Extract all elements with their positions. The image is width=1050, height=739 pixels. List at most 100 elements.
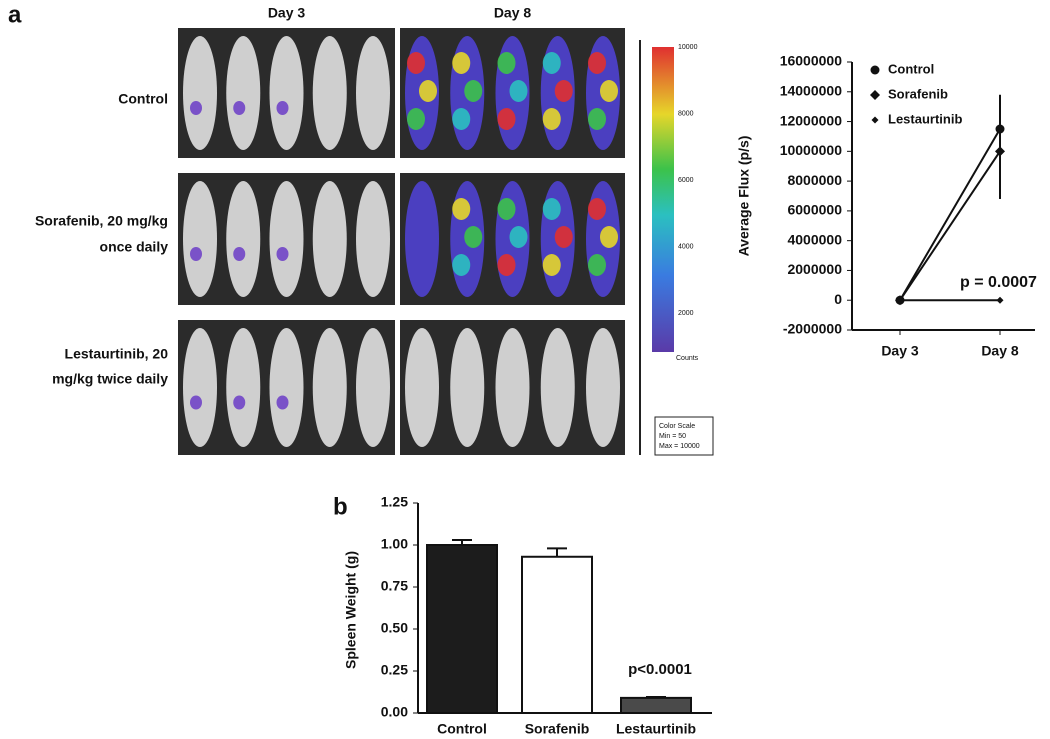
color-scale-tick-label: 2000: [678, 310, 694, 317]
mouse: [312, 36, 347, 150]
signal: [464, 80, 483, 102]
signal: [452, 198, 471, 220]
signal: [190, 101, 202, 115]
legend-marker: [871, 116, 879, 124]
line: [899, 128, 1001, 301]
row-label: mg/kg twice daily: [52, 371, 168, 387]
column-label: Day 8: [494, 5, 532, 21]
panel-label: a: [8, 1, 22, 28]
marker: [996, 296, 1004, 304]
signal: [407, 52, 425, 74]
mouse: [312, 328, 347, 447]
signal: [497, 198, 516, 220]
row-label: once daily: [100, 239, 169, 255]
y-tick-label: -2000000: [783, 321, 842, 337]
color-scale-tick-label: 8000: [678, 110, 694, 117]
signal: [190, 247, 202, 261]
row-label: Sorafenib, 20 mg/kg: [35, 213, 168, 229]
mouse: [356, 328, 390, 447]
x-tick-label: Control: [437, 721, 487, 737]
mouse: [226, 36, 261, 150]
legend-marker: [870, 65, 880, 75]
mouse: [226, 328, 261, 447]
y-tick-label: 2000000: [787, 261, 842, 277]
color-scale-tick-label: 10000: [678, 44, 698, 51]
signal: [588, 52, 606, 74]
signal: [588, 108, 606, 130]
signal: [276, 395, 289, 410]
annotation: p<0.0001: [628, 661, 692, 678]
mouse: [405, 328, 439, 447]
signal: [509, 80, 528, 102]
mouse: [269, 328, 304, 447]
mouse: [226, 181, 261, 297]
color-scale-box: [654, 416, 714, 456]
panel-label: b: [333, 493, 348, 520]
signal: [588, 254, 606, 276]
mouse: [495, 328, 530, 447]
y-tick-label: 0.25: [381, 662, 408, 678]
row-label: Control: [118, 91, 168, 107]
mouse: [269, 36, 304, 150]
signal: [464, 226, 483, 248]
line: [899, 150, 1001, 301]
signal: [233, 247, 246, 261]
y-tick-label: 8000000: [787, 172, 842, 188]
mouse: [586, 328, 620, 447]
legend-label: Lestaurtinib: [888, 111, 962, 126]
signal: [452, 254, 471, 276]
legend-label: Sorafenib: [888, 86, 948, 101]
signal: [542, 198, 561, 220]
color-scale-box-text: Min = 50: [659, 433, 686, 440]
y-tick-label: 12000000: [780, 112, 843, 128]
signal: [233, 101, 246, 115]
y-tick-label: 0: [834, 291, 842, 307]
signal: [497, 254, 516, 276]
signal: [190, 395, 202, 410]
y-tick-label: 4000000: [787, 231, 842, 247]
row-label: Lestaurtinib, 20: [65, 346, 169, 362]
y-tick-label: 0.50: [381, 620, 408, 636]
mouse: [183, 328, 217, 447]
signal: [600, 226, 618, 248]
mouse: [450, 328, 485, 447]
signal: [407, 108, 425, 130]
y-tick-label: 10000000: [780, 142, 843, 158]
mouse: [405, 181, 439, 297]
color-scale-tick-label: 4000: [678, 244, 694, 251]
signal: [419, 80, 437, 102]
mouse: [183, 36, 217, 150]
signal: [554, 226, 573, 248]
bar: [521, 555, 593, 715]
color-scale-box-text: Max = 10000: [659, 443, 700, 450]
signal: [509, 226, 528, 248]
mouse: [312, 181, 347, 297]
y-tick-label: 0.00: [381, 704, 408, 720]
x-tick-label: Day 8: [981, 343, 1019, 359]
y-tick-label: 14000000: [780, 82, 843, 98]
mouse: [356, 36, 390, 150]
y-tick-label: 1.00: [381, 536, 408, 552]
legend-label: Control: [888, 61, 934, 76]
signal: [497, 52, 516, 74]
y-axis-label: Spleen Weight (g): [343, 551, 359, 669]
signal: [276, 101, 289, 115]
signal: [600, 80, 618, 102]
signal: [452, 108, 471, 130]
bar: [620, 696, 692, 715]
mouse: [540, 328, 575, 447]
y-tick-label: 0.75: [381, 578, 408, 594]
mouse: [356, 181, 390, 297]
y-axis-label: Average Flux (p/s): [736, 136, 752, 257]
color-scale-tick-label: 6000: [678, 177, 694, 184]
mouse: [269, 181, 304, 297]
annotation: p = 0.0007: [960, 274, 1037, 291]
legend-marker: [870, 90, 880, 100]
marker: [896, 296, 904, 304]
color-scale-bar: [652, 47, 674, 352]
signal: [542, 108, 561, 130]
signal: [233, 395, 246, 410]
signal: [542, 254, 561, 276]
signal: [542, 52, 561, 74]
